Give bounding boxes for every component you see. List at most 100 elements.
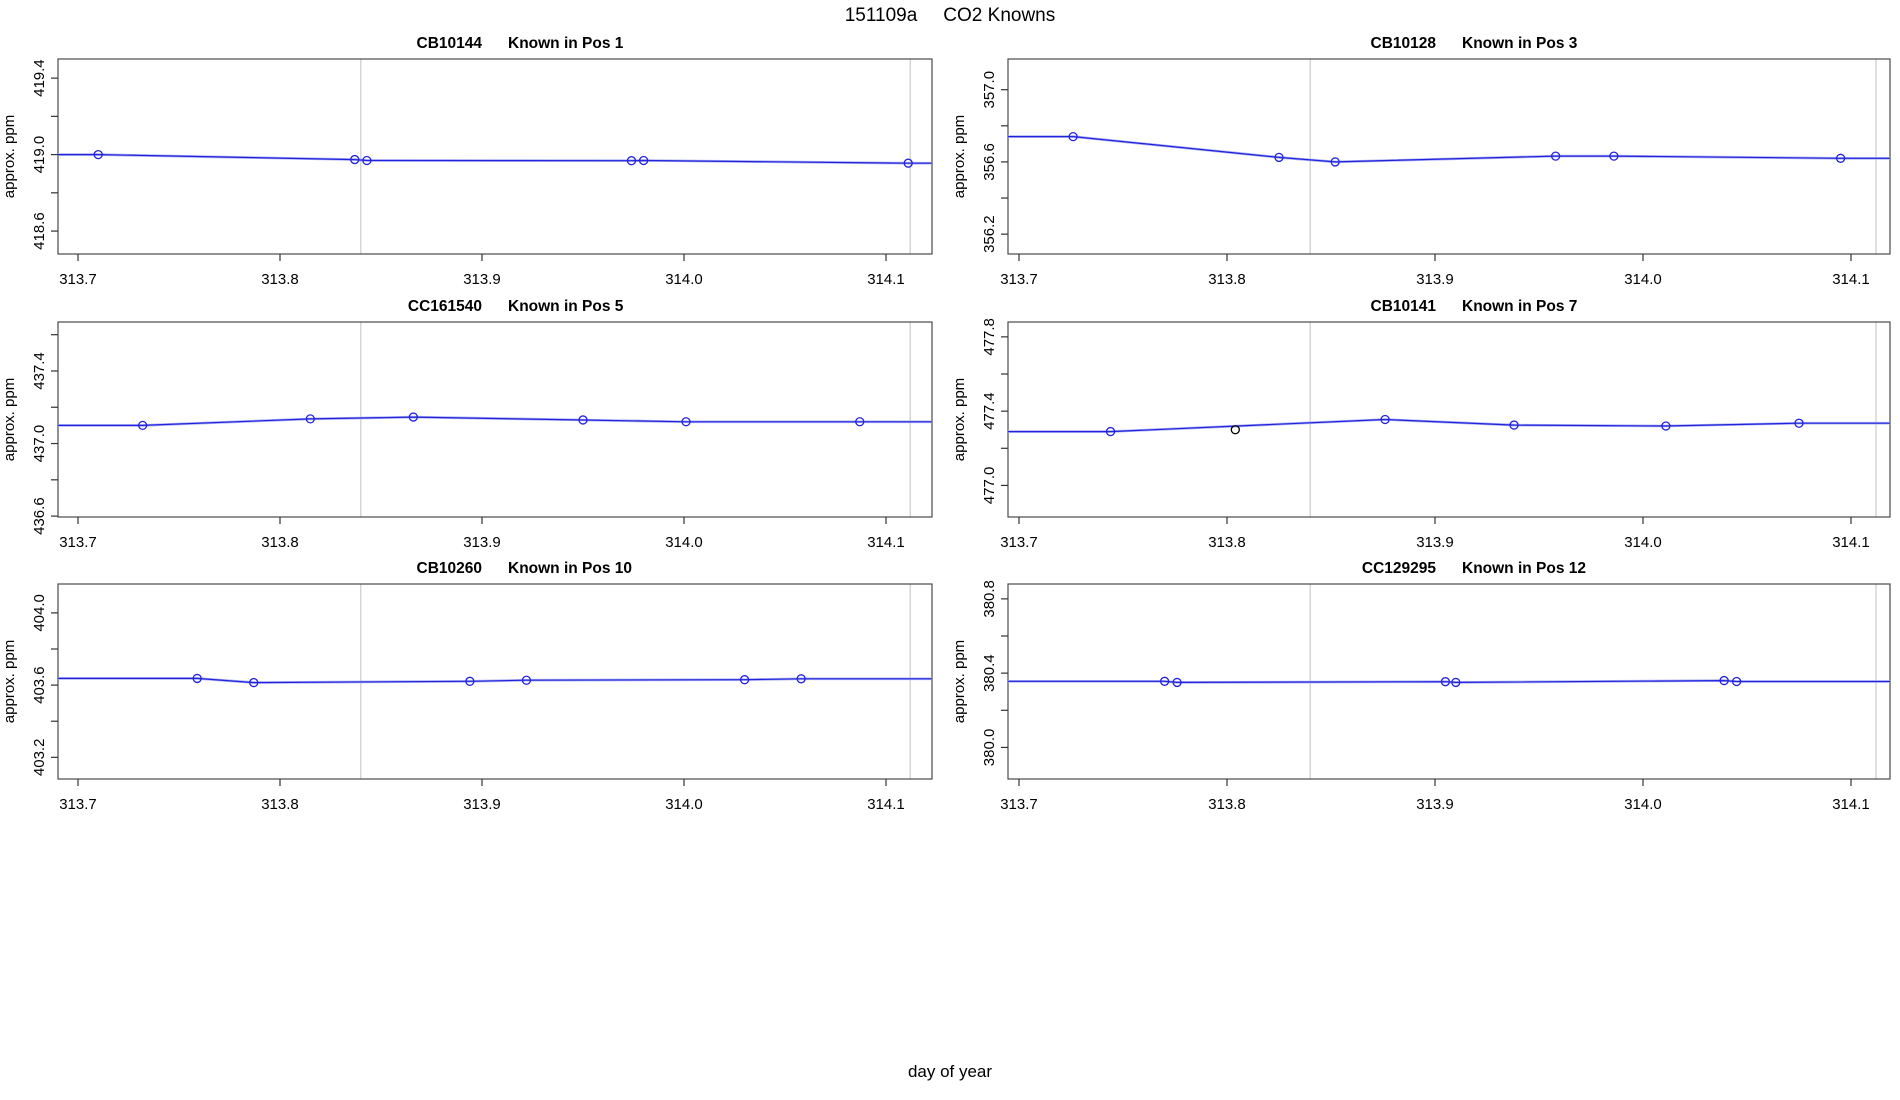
y-axis-title: approx. ppm	[1, 115, 18, 198]
data-point	[1451, 677, 1461, 688]
y-tick-label: 356.6	[981, 143, 998, 181]
x-tick-label: 313.9	[463, 796, 501, 813]
y-tick-label: 419.0	[31, 136, 48, 174]
data-point-outlier	[1230, 425, 1240, 435]
data-point	[1661, 421, 1671, 431]
data-point	[1731, 676, 1742, 687]
y-tick-label: 419.4	[31, 59, 48, 97]
data-point	[903, 158, 913, 168]
x-tick-label: 313.9	[1416, 796, 1454, 813]
y-axis-title: approx. ppm	[1, 640, 18, 723]
x-tick-label: 313.9	[1416, 534, 1454, 551]
data-point	[465, 676, 475, 686]
panel-title-position: Known in Pos 7	[1462, 298, 1577, 315]
y-axis-title: approx. ppm	[1, 378, 18, 461]
x-axis-title: day of year	[907, 1062, 993, 1081]
data-line	[1008, 418, 1890, 433]
y-tick-label: 357.0	[981, 71, 998, 109]
figure-title: 151109a CO2 Knowns	[0, 5, 1900, 27]
x-tick-label: 314.0	[1624, 271, 1662, 288]
panel-title-sample: CB10260	[417, 560, 483, 577]
panel-title-sample: CB10141	[1371, 298, 1437, 315]
data-point	[1380, 414, 1390, 425]
plot-box	[57, 58, 933, 255]
x-tick-label: 314.0	[665, 796, 703, 813]
panel-title-position: Known in Pos 10	[508, 560, 632, 577]
data-line	[58, 416, 932, 426]
y-axis-title: approx. ppm	[951, 640, 968, 723]
y-axis-title: approx. ppm	[951, 378, 968, 461]
x-tick-label: 313.8	[261, 796, 299, 813]
x-tick-label: 314.1	[867, 796, 905, 813]
data-point	[855, 417, 865, 427]
data-point	[305, 414, 315, 424]
panel-cb10128-pos3: 313.7 313.8 313.9 314.0 314.1 356.2 356.6 357.0…	[951, 35, 1891, 288]
x-tick-label: 313.7	[1000, 534, 1038, 551]
y-tick-label: 380.8	[981, 580, 998, 618]
x-tick-label: 313.7	[59, 796, 97, 813]
data-line	[1008, 136, 1890, 163]
x-tick-label: 314.0	[1624, 796, 1662, 813]
data-point	[578, 415, 588, 425]
x-tick-label: 313.7	[59, 271, 97, 288]
data-point	[350, 154, 360, 165]
panel-cc161540-pos5: 313.7 313.8 313.9 314.0 314.1 436.6 437.0 437.4…	[1, 298, 933, 551]
data-point	[1105, 426, 1116, 437]
data-line	[1008, 679, 1890, 684]
x-tick-label: 314.1	[867, 271, 905, 288]
x-tick-label: 314.1	[1832, 534, 1870, 551]
data-point	[408, 412, 418, 422]
plot-box	[57, 583, 933, 780]
data-point	[249, 677, 259, 688]
x-tick-label: 314.0	[1624, 534, 1662, 551]
figure-title-run: 151109a	[844, 5, 918, 26]
panel-cb10141-pos7: 313.7 313.8 313.9 314.0 314.1 477.0 477.4 477.8…	[951, 298, 1891, 551]
panel-title-sample: CB10144	[417, 35, 483, 52]
data-point	[1719, 675, 1729, 686]
x-tick-label: 314.1	[867, 534, 905, 551]
data-point	[93, 149, 103, 160]
data-point	[1274, 152, 1284, 163]
data-point	[796, 674, 806, 684]
data-line	[58, 154, 932, 164]
panel-title-position: Known in Pos 5	[508, 298, 624, 315]
y-tick-label: 356.2	[981, 215, 998, 253]
y-tick-label: 403.2	[31, 739, 48, 777]
panel-cc129295-pos12: 313.7 313.8 313.9 314.0 314.1 380.0 380.4 380.8…	[951, 560, 1891, 813]
y-tick-label: 380.0	[981, 729, 998, 767]
y-tick-label: 380.4	[981, 654, 998, 692]
x-tick-label: 313.8	[261, 271, 299, 288]
x-tick-label: 314.1	[1832, 796, 1870, 813]
panel-title-position: Known in Pos 3	[1462, 35, 1578, 52]
data-line-halo	[1008, 135, 1890, 164]
data-point	[1509, 420, 1519, 430]
data-point	[1330, 157, 1340, 167]
data-point	[638, 155, 649, 166]
x-tick-label: 314.0	[665, 534, 703, 551]
panel-cb10260-pos10: 313.7 313.8 313.9 314.0 314.1 403.2 403.6 404.0…	[1, 560, 933, 813]
data-point	[1440, 677, 1451, 687]
data-point	[521, 675, 532, 685]
x-tick-label: 313.9	[463, 534, 501, 551]
data-point	[1068, 131, 1078, 142]
y-tick-label: 477.0	[981, 467, 998, 505]
panel-title-sample: CC129295	[1362, 560, 1436, 577]
panel-title-sample: CB10128	[1371, 35, 1437, 52]
x-tick-label: 313.8	[261, 534, 299, 551]
figure-title-text: CO2 Knowns	[943, 5, 1056, 26]
y-tick-label: 477.8	[981, 318, 998, 356]
panel-title-position: Known in Pos 12	[1462, 560, 1586, 577]
data-point	[362, 155, 372, 166]
y-tick-label: 477.4	[981, 392, 998, 430]
data-point	[1835, 153, 1846, 163]
x-tick-label: 314.1	[1832, 271, 1870, 288]
data-point	[739, 675, 750, 685]
y-axis-title: approx. ppm	[951, 115, 968, 198]
data-point	[1794, 418, 1804, 428]
y-tick-label: 403.6	[31, 666, 48, 704]
x-tick-label: 313.7	[1000, 796, 1038, 813]
data-point	[192, 673, 202, 684]
x-tick-label: 313.9	[463, 271, 501, 288]
